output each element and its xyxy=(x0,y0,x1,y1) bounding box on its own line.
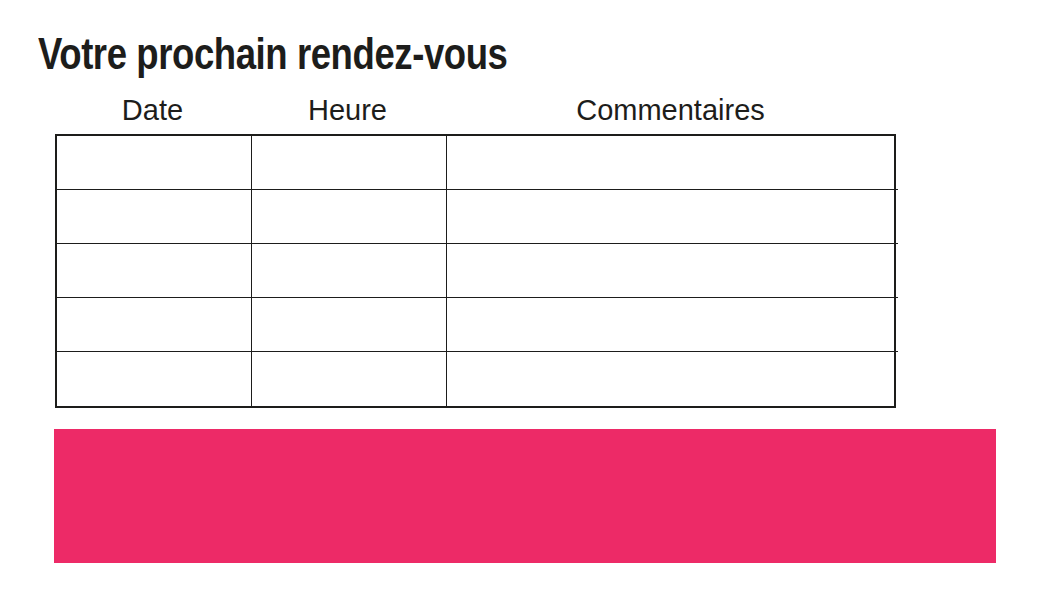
cell-heure xyxy=(252,136,447,190)
appointment-table xyxy=(55,134,896,408)
cell-commentaires xyxy=(447,244,898,298)
column-header-heure-label: Heure xyxy=(308,94,387,127)
column-header-date-label: Date xyxy=(122,94,183,127)
cell-commentaires xyxy=(447,136,898,190)
cell-heure xyxy=(252,190,447,244)
column-header-date: Date xyxy=(55,90,250,130)
highlight-banner xyxy=(54,429,996,563)
page-title: Votre prochain rendez-vous xyxy=(38,32,507,76)
cell-date xyxy=(57,298,252,352)
table-column-headers: Date Heure Commentaires xyxy=(55,90,896,130)
cell-date xyxy=(57,136,252,190)
cell-heure xyxy=(252,352,447,406)
cell-heure xyxy=(252,298,447,352)
cell-date xyxy=(57,244,252,298)
cell-commentaires xyxy=(447,352,898,406)
cell-commentaires xyxy=(447,298,898,352)
cell-date xyxy=(57,352,252,406)
column-header-commentaires: Commentaires xyxy=(445,90,896,130)
cell-heure xyxy=(252,244,447,298)
cell-commentaires xyxy=(447,190,898,244)
column-header-heure: Heure xyxy=(250,90,445,130)
column-header-commentaires-label: Commentaires xyxy=(576,94,765,127)
cell-date xyxy=(57,190,252,244)
